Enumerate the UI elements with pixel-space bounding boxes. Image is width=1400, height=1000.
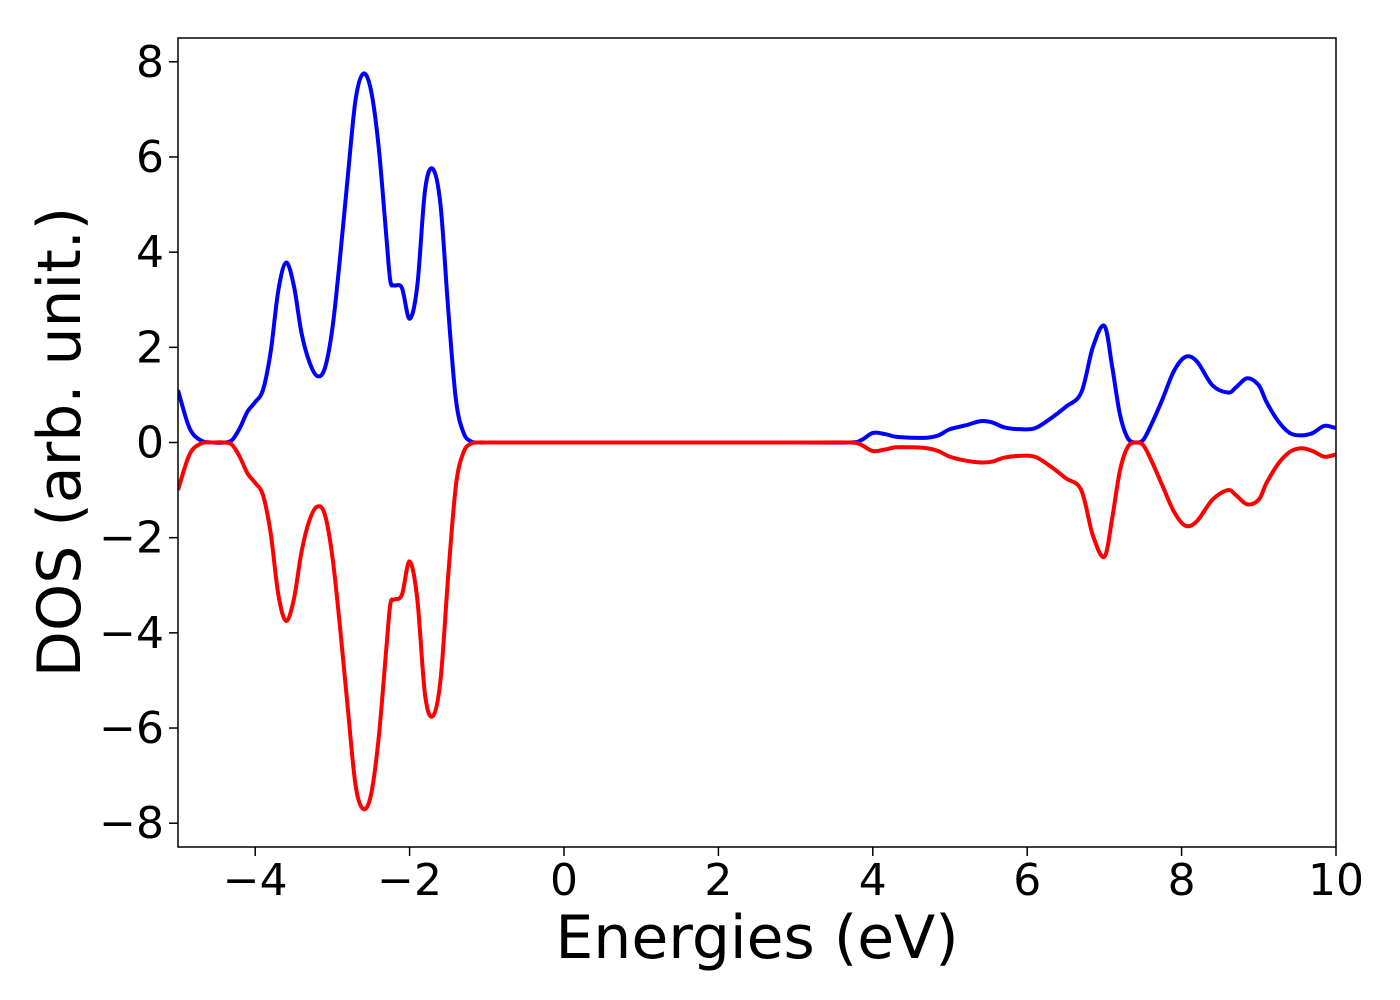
y-tick-label: −4 (99, 608, 164, 659)
series-layer (178, 71, 1336, 812)
series-line-1 (178, 440, 1336, 812)
y-tick-label: 8 (136, 37, 164, 88)
x-tick-label: 2 (704, 855, 732, 906)
y-tick-label: 0 (136, 418, 164, 469)
x-tick-label: −2 (377, 855, 442, 906)
y-tick-label: −6 (99, 703, 164, 754)
x-tick-label: 4 (859, 855, 887, 906)
x-axis-ticks: −4 −2 0 2 4 6 8 10 (223, 847, 1364, 906)
y-axis-label: DOS (arb. unit.) (25, 207, 95, 677)
y-tick-label: 4 (136, 227, 164, 278)
y-tick-label: 6 (136, 132, 164, 183)
x-axis-label: Energies (eV) (555, 903, 958, 973)
y-tick-label: −8 (99, 798, 164, 849)
x-tick-label: −4 (223, 855, 288, 906)
y-tick-label: 2 (136, 322, 164, 373)
x-tick-label: 8 (1168, 855, 1196, 906)
y-axis-ticks: 8 6 4 2 0 −2 −4 −6 −8 (99, 37, 178, 849)
series-line-0 (178, 71, 1336, 445)
x-tick-label: 0 (550, 855, 578, 906)
x-tick-label: 10 (1308, 855, 1364, 906)
y-tick-label: −2 (99, 513, 164, 564)
x-tick-label: 6 (1013, 855, 1041, 906)
